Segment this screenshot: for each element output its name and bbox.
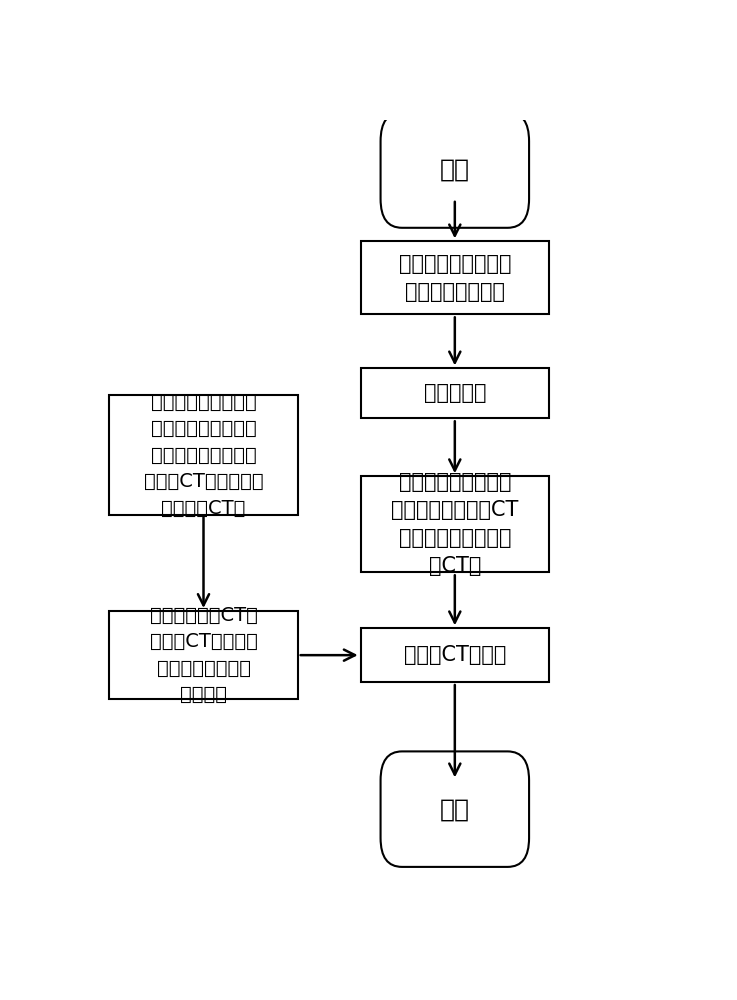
FancyBboxPatch shape bbox=[360, 241, 549, 314]
Text: 滤波反投影进行图像
重建，运用现有的CT
值校正方法第一次校
正CT值: 滤波反投影进行图像 重建，运用现有的CT 值校正方法第一次校 正CT值 bbox=[391, 472, 519, 576]
FancyBboxPatch shape bbox=[109, 395, 298, 515]
Text: 结束: 结束 bbox=[440, 797, 469, 821]
FancyBboxPatch shape bbox=[360, 476, 549, 572]
Text: 提供包括各种材质的
模体，在各种扫描条
件下扫描模体，利用
现有的CT值校正方法
得到实际CT值: 提供包括各种材质的 模体，在各种扫描条 件下扫描模体，利用 现有的CT值校正方法… bbox=[144, 392, 263, 517]
Text: 数据预处理: 数据预处理 bbox=[424, 383, 486, 403]
Text: 设置扫描条件扫描模
体，获取投影数据: 设置扫描条件扫描模 体，获取投影数据 bbox=[399, 254, 511, 302]
FancyBboxPatch shape bbox=[380, 112, 529, 228]
Text: 开始: 开始 bbox=[440, 158, 469, 182]
Text: 拟合得到测试CT值
与理想CT值之间的
关系曲线，并得到
拟合参数: 拟合得到测试CT值 与理想CT值之间的 关系曲线，并得到 拟合参数 bbox=[150, 606, 257, 704]
FancyBboxPatch shape bbox=[380, 751, 529, 867]
FancyBboxPatch shape bbox=[360, 368, 549, 418]
FancyBboxPatch shape bbox=[109, 611, 298, 699]
FancyBboxPatch shape bbox=[360, 628, 549, 682]
Text: 第二次CT值校正: 第二次CT值校正 bbox=[404, 645, 506, 665]
